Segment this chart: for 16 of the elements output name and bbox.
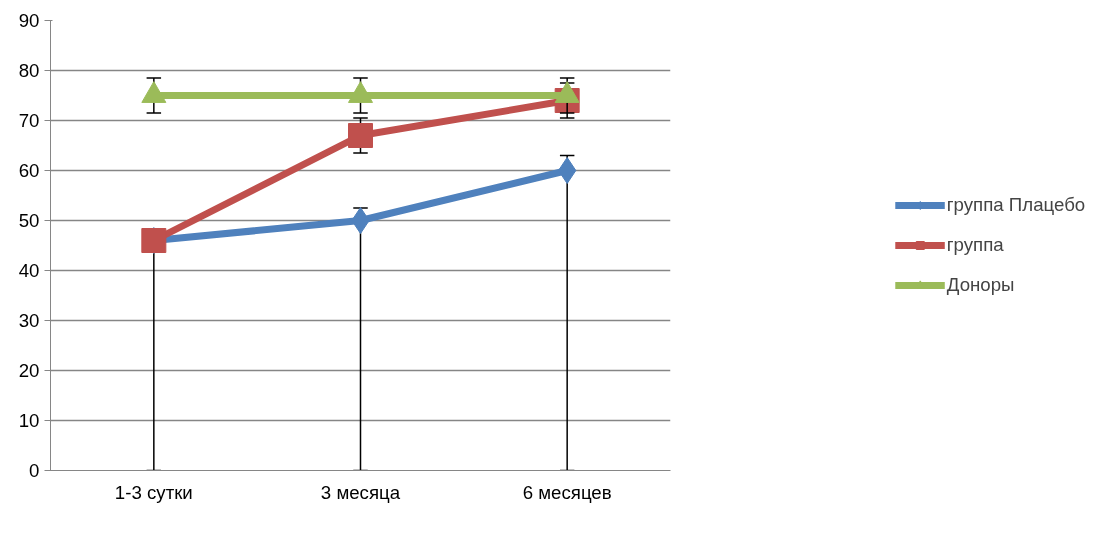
y-tick-label: 60 xyxy=(18,160,40,181)
y-tick-label: 90 xyxy=(18,10,40,31)
legend-label: Доноры xyxy=(946,274,1015,296)
y-tick-label: 30 xyxy=(18,310,40,331)
y-tick-label: 20 xyxy=(18,360,40,381)
y-tick-label: 10 xyxy=(18,410,40,431)
legend-label: группа Плацебо xyxy=(946,194,1086,216)
y-tick-label: 70 xyxy=(18,110,40,131)
legend-label: группа xyxy=(946,234,1004,256)
y-tick-label: 50 xyxy=(18,210,40,231)
y-tick-label: 40 xyxy=(18,260,40,281)
x-tick-label: 6 месяцев xyxy=(522,481,612,503)
x-tick-label: 1-3 сутки xyxy=(114,481,193,503)
y-tick-label: 0 xyxy=(29,460,40,481)
x-tick-label: 3 месяца xyxy=(320,481,401,503)
y-tick-label: 80 xyxy=(18,60,40,81)
